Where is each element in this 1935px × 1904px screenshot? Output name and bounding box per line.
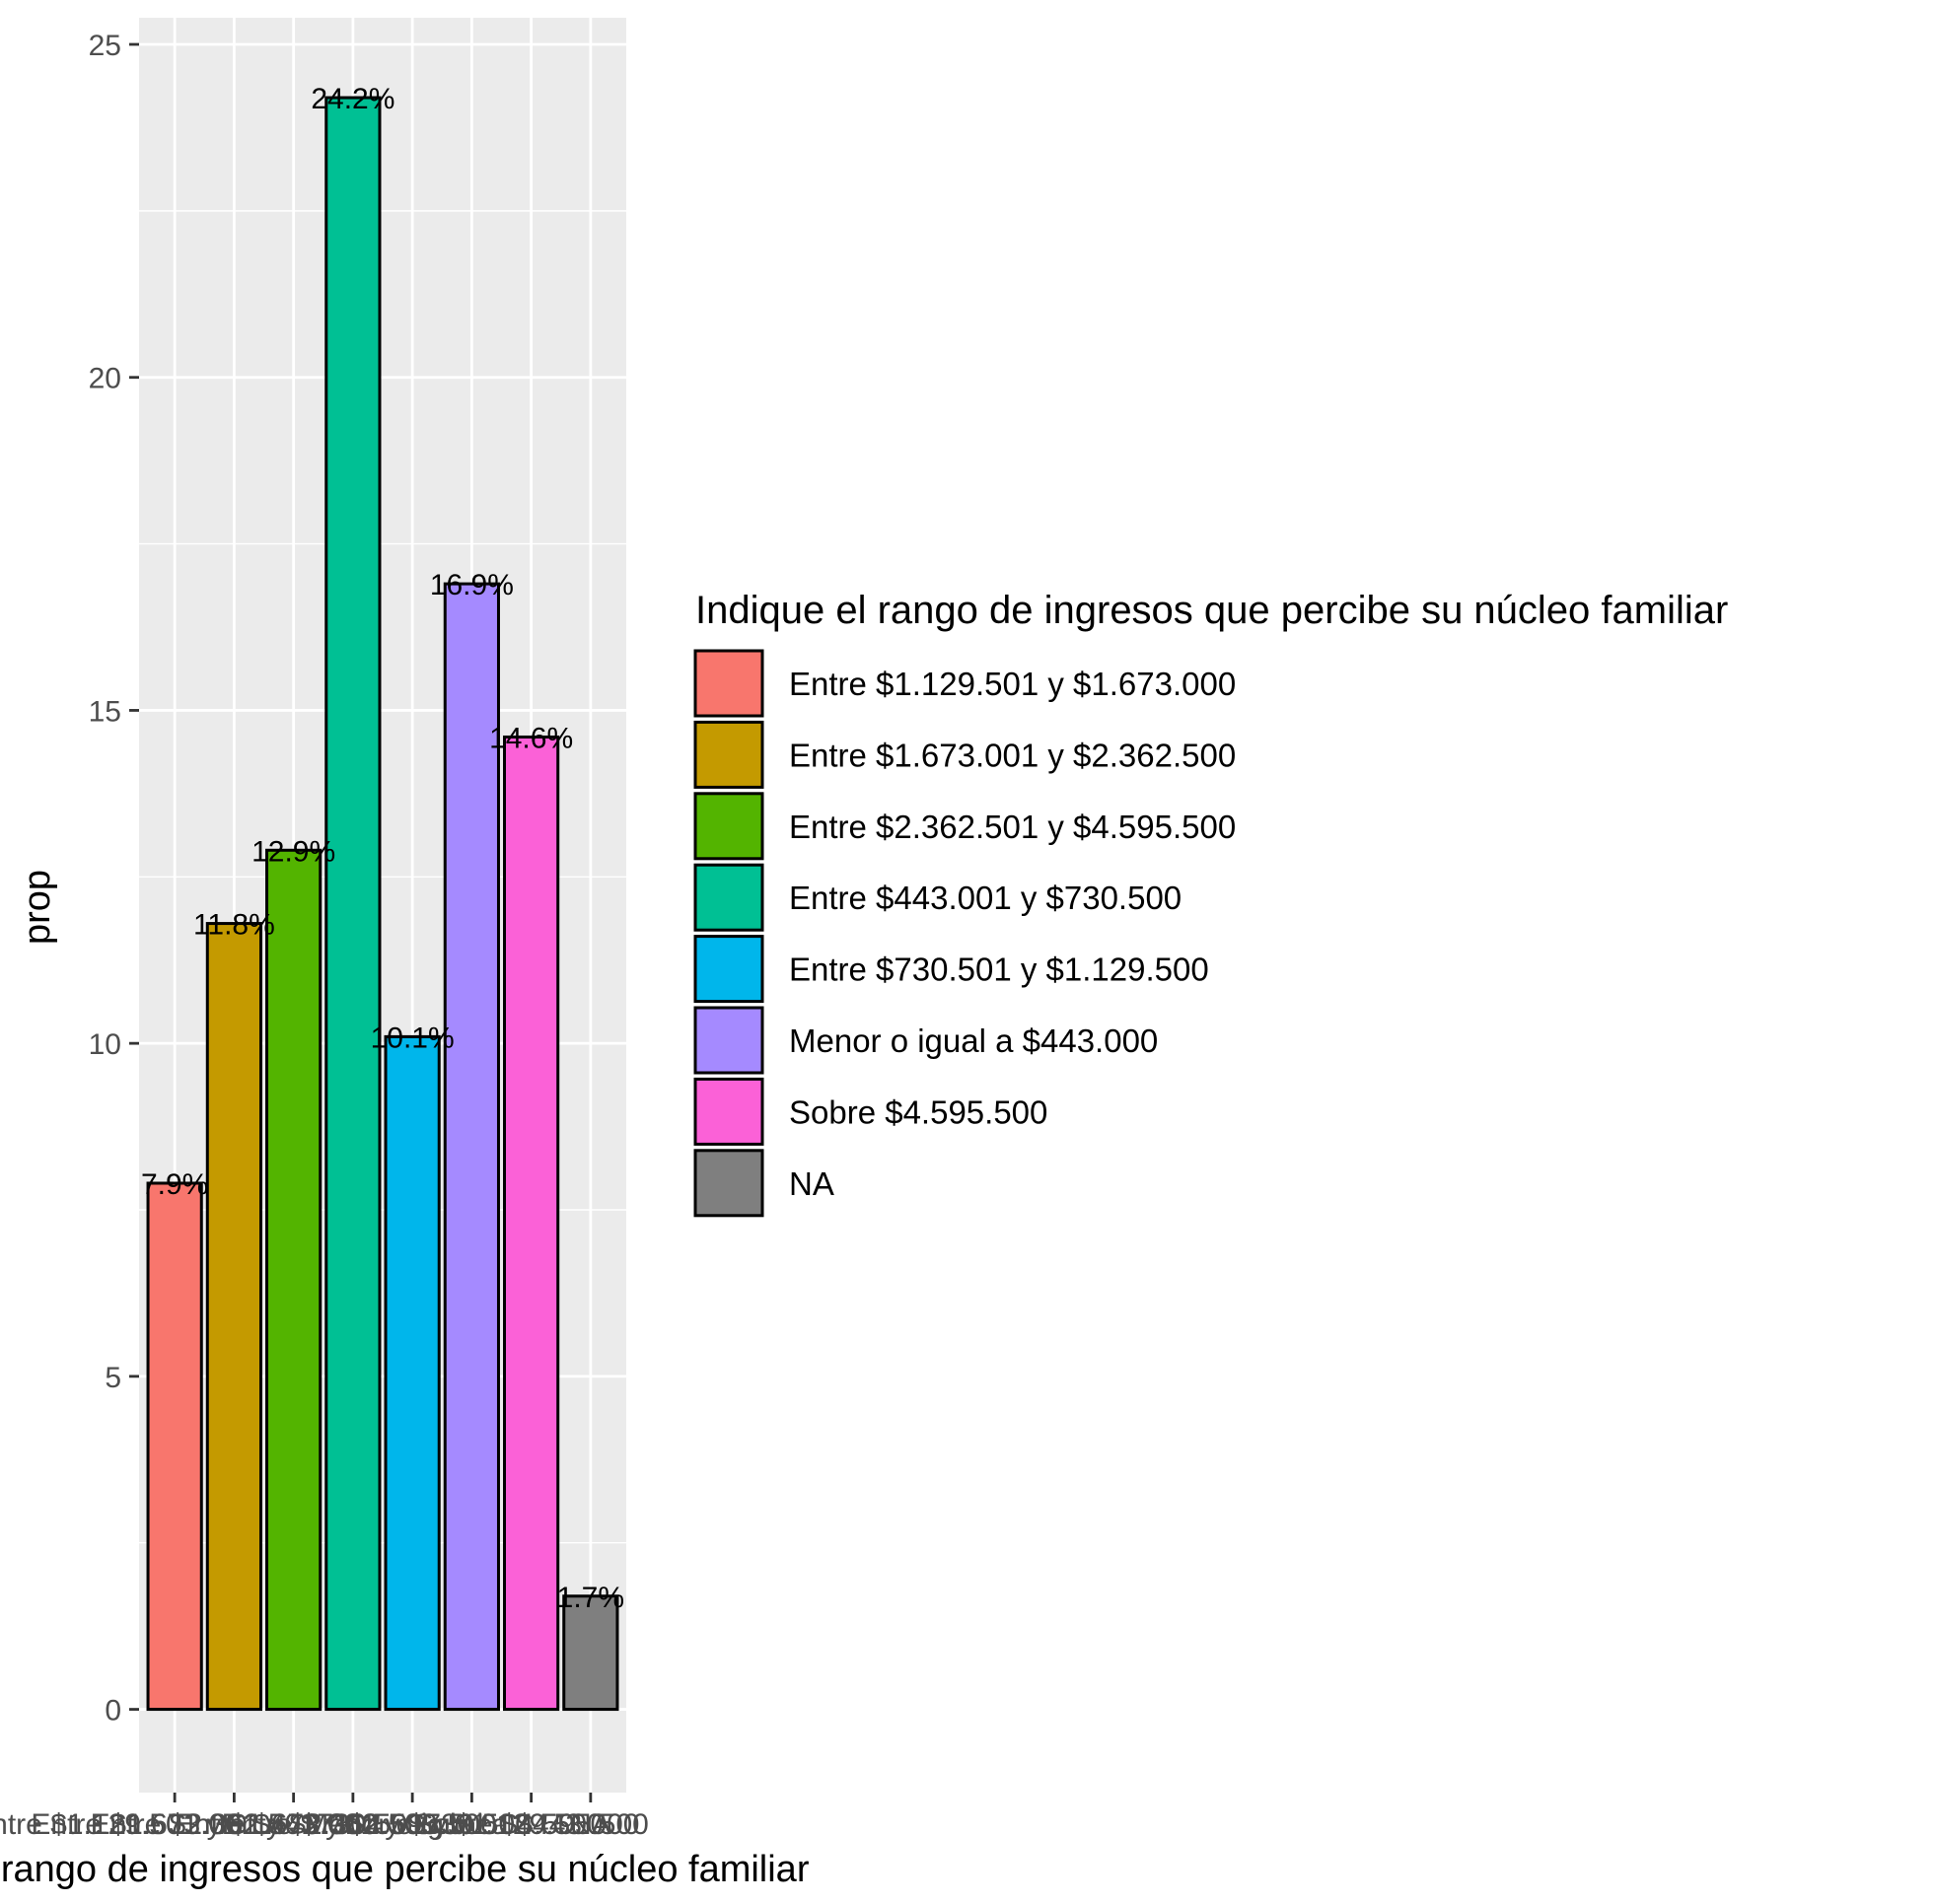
bar [384,1034,441,1712]
y-tick-label: 25 [89,30,121,62]
x-tick-label: NA [570,1808,611,1841]
bar-value-label: 14.6% [489,722,573,754]
y-axis-title: prop [17,870,58,945]
x-tick-label: Entre $2.362.501 y $4.595.500 [91,1808,497,1841]
bar-value-label: 1.7% [557,1582,624,1614]
x-tick-label: Sobre $4.595.500 [413,1808,649,1841]
legend-key [693,649,764,718]
y-tick-label: 15 [89,695,121,728]
bar [265,848,322,1712]
bar [503,735,560,1712]
legend-key [693,935,764,1004]
bar [562,1594,619,1712]
bar-value-label: 10.1% [371,1022,455,1054]
legend-title: Indique el rango de ingresos que percibe… [695,589,1728,632]
y-tick-label: 10 [89,1028,121,1061]
legend-key [693,720,764,789]
x-axis-title: Indique el rango de ingresos que percibe… [0,1849,810,1890]
legend: Indique el rango de ingresos que percibe… [693,589,1728,1218]
legend-label: Menor o igual a $443.000 [789,1023,1158,1059]
x-tick-label: Menor o igual a $443.000 [304,1808,639,1841]
x-tick-label: Entre $730.501 y $1.129.500 [222,1808,604,1841]
x-tick-label: Entre $1.129.501 y $1.673.000 [0,1808,378,1841]
legend-key [693,1077,764,1146]
legend-label: Entre $443.001 y $730.500 [789,880,1182,916]
x-tick-label: Entre $1.673.001 y $2.362.500 [31,1808,437,1841]
legend-label: Entre $730.501 y $1.129.500 [789,952,1209,988]
legend-label: Entre $1.129.501 y $1.673.000 [789,666,1236,702]
bar [146,1181,203,1712]
y-tick-label: 20 [89,363,121,395]
data-labels: 7.9% 11.8% 12.9% 24.2% 10.1% 16.9% 14.6% 1.7% [141,83,624,1614]
bars [146,96,619,1712]
bar-value-label: 16.9% [430,569,514,601]
y-axis: 0 5 10 15 20 25 [89,30,139,1728]
bar-value-label: 24.2% [311,83,394,115]
bar [324,96,382,1712]
x-tick-label: Entre $443.001 y $730.500 [175,1808,532,1841]
y-tick-label: 0 [105,1695,121,1728]
bar-value-label: 7.9% [141,1168,208,1201]
legend-key [693,1149,764,1218]
y-tick-label: 5 [105,1362,121,1394]
bar [205,922,262,1712]
legend-key [693,863,764,932]
legend-label: Sobre $4.595.500 [789,1093,1047,1130]
legend-label: NA [789,1165,834,1202]
legend-key [693,1006,764,1075]
legend-label: Entre $2.362.501 y $4.595.500 [789,809,1236,845]
bar [443,582,500,1712]
bar-value-label: 12.9% [251,835,335,868]
legend-key [693,792,764,861]
bar-value-label: 11.8% [193,909,275,942]
legend-label: Entre $1.673.001 y $2.362.500 [789,737,1236,773]
